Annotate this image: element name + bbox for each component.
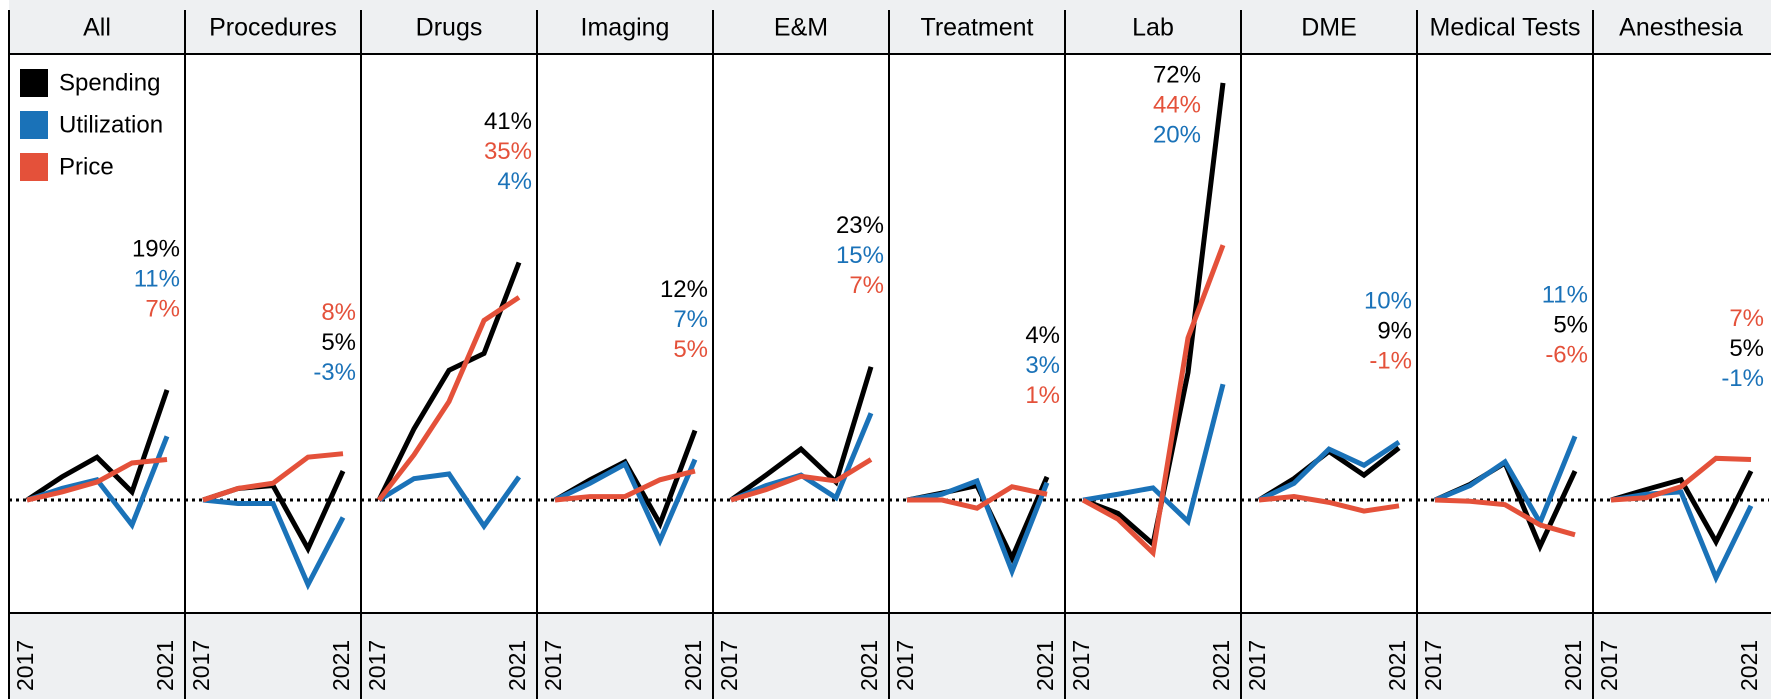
value-label: 41% bbox=[484, 108, 532, 135]
value-label: -1% bbox=[1369, 347, 1412, 374]
value-label: 4% bbox=[497, 168, 532, 195]
value-label: 5% bbox=[1729, 335, 1764, 362]
series-line bbox=[906, 477, 1050, 579]
legend-label: Price bbox=[59, 153, 114, 180]
legend-swatch bbox=[20, 153, 48, 181]
panel-title: DME bbox=[1301, 14, 1357, 42]
x-tick-label: 2021 bbox=[152, 640, 178, 691]
panel-title: Medical Tests bbox=[1430, 14, 1581, 42]
value-label: -6% bbox=[1545, 342, 1588, 369]
value-label: 19% bbox=[132, 235, 180, 262]
value-label: 72% bbox=[1153, 61, 1201, 88]
series-line bbox=[1257, 440, 1401, 503]
value-label: -1% bbox=[1721, 365, 1764, 392]
value-label: 7% bbox=[145, 295, 180, 322]
series-line bbox=[376, 261, 522, 502]
value-label: 5% bbox=[1553, 312, 1588, 339]
value-label: 7% bbox=[673, 306, 708, 333]
series-line bbox=[907, 484, 1048, 511]
value-label: 12% bbox=[660, 276, 708, 303]
x-tick-label: 2017 bbox=[540, 640, 566, 691]
value-label: 20% bbox=[1153, 121, 1201, 148]
x-tick-label: 2017 bbox=[1068, 640, 1094, 691]
value-label: 1% bbox=[1025, 382, 1060, 409]
x-tick-label: 2017 bbox=[716, 640, 742, 691]
legend-label: Spending bbox=[59, 69, 160, 96]
panel-title: All bbox=[83, 14, 111, 42]
x-tick-label: 2017 bbox=[364, 640, 390, 691]
series-line bbox=[1610, 469, 1754, 548]
value-label: 7% bbox=[849, 272, 884, 299]
series-line bbox=[1610, 489, 1754, 584]
legend-label: Utilization bbox=[59, 111, 163, 138]
value-label: 11% bbox=[1542, 282, 1588, 309]
x-tick-label: 2021 bbox=[1032, 640, 1058, 691]
x-tick-label: 2017 bbox=[1244, 640, 1270, 691]
series-line bbox=[554, 468, 696, 503]
series-line bbox=[1434, 497, 1576, 538]
panel-title: Imaging bbox=[581, 14, 670, 42]
series-line bbox=[1610, 455, 1752, 503]
series-line bbox=[202, 451, 344, 503]
series-line bbox=[377, 295, 521, 502]
value-label: 10% bbox=[1364, 287, 1412, 314]
x-tick-label: 2021 bbox=[1736, 640, 1762, 691]
x-tick-label: 2021 bbox=[680, 640, 706, 691]
x-tick-label: 2017 bbox=[1596, 640, 1622, 691]
value-label: 9% bbox=[1377, 317, 1412, 344]
x-tick-label: 2021 bbox=[1384, 640, 1410, 691]
x-tick-label: 2021 bbox=[856, 640, 882, 691]
series-line bbox=[1434, 435, 1578, 529]
series-line bbox=[25, 389, 170, 503]
panel-title: E&M bbox=[774, 14, 828, 42]
x-tick-label: 2021 bbox=[1208, 640, 1234, 691]
value-label: 8% bbox=[321, 299, 356, 326]
x-tick-label: 2021 bbox=[1560, 640, 1586, 691]
series-line bbox=[26, 457, 168, 503]
series-line bbox=[1082, 383, 1226, 527]
x-tick-label: 2017 bbox=[892, 640, 918, 691]
panel-title: Treatment bbox=[920, 14, 1033, 42]
series-line bbox=[553, 458, 698, 547]
value-label: 5% bbox=[321, 329, 356, 356]
value-label: 23% bbox=[836, 212, 884, 239]
value-label: 5% bbox=[673, 336, 708, 363]
x-tick-label: 2021 bbox=[504, 640, 530, 691]
panel-title: Procedures bbox=[209, 14, 337, 42]
legend-swatch bbox=[20, 111, 48, 139]
series-line bbox=[1258, 494, 1400, 514]
x-tick-label: 2017 bbox=[1420, 640, 1446, 691]
series-line bbox=[729, 366, 874, 503]
value-label: 7% bbox=[1729, 305, 1764, 332]
series-line bbox=[730, 457, 873, 503]
series-line bbox=[202, 497, 346, 591]
value-label: -3% bbox=[313, 359, 356, 386]
x-tick-label: 2021 bbox=[328, 640, 354, 691]
series-line bbox=[1081, 244, 1226, 558]
panel-title: Drugs bbox=[416, 14, 483, 42]
series-line bbox=[377, 471, 522, 531]
legend-swatch bbox=[20, 69, 48, 97]
value-label: 15% bbox=[836, 242, 884, 269]
x-tick-label: 2017 bbox=[188, 640, 214, 691]
panel-title: Anesthesia bbox=[1619, 14, 1743, 42]
value-label: 4% bbox=[1025, 322, 1060, 349]
value-label: 44% bbox=[1153, 91, 1201, 118]
value-label: 11% bbox=[134, 265, 180, 292]
value-label: 35% bbox=[484, 138, 532, 165]
x-tick-label: 2017 bbox=[12, 640, 38, 691]
panel-title: Lab bbox=[1132, 14, 1174, 42]
value-label: 3% bbox=[1025, 352, 1060, 379]
